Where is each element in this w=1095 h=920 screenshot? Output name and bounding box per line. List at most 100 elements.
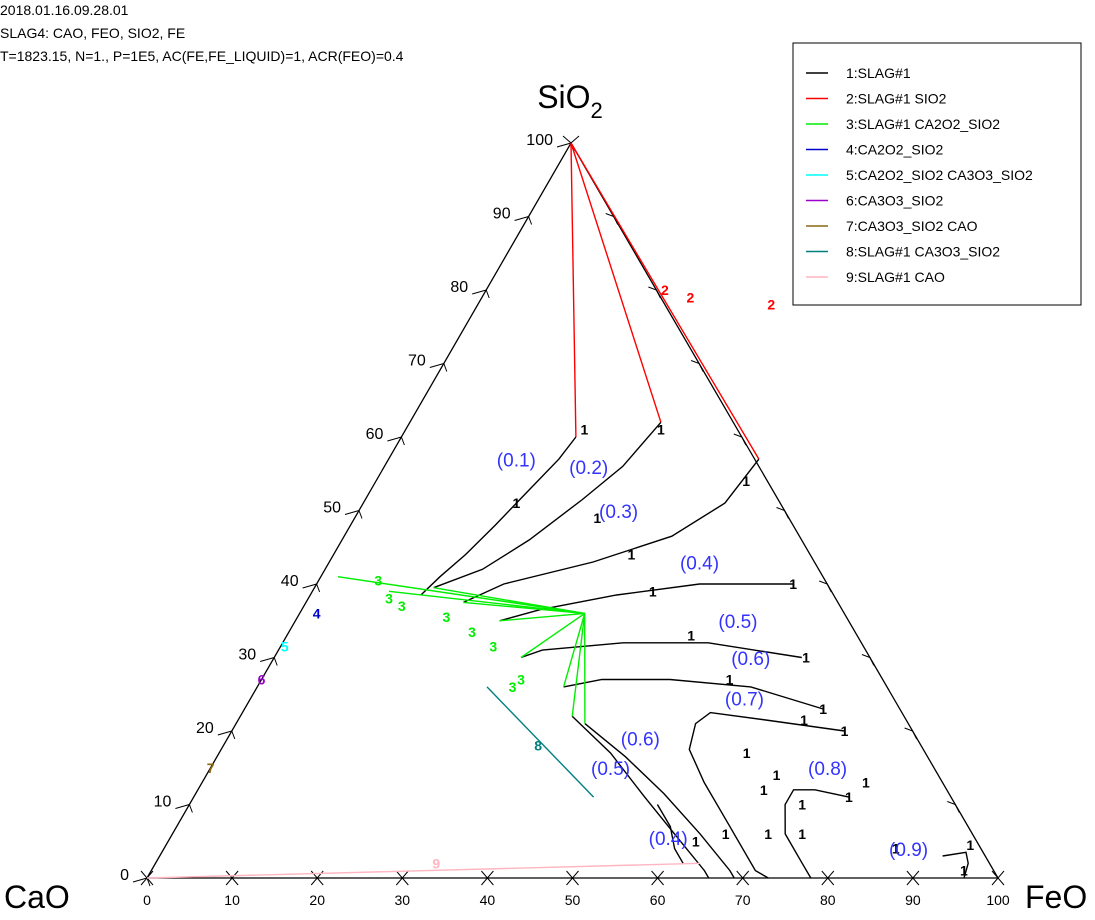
bottom-tick-label: 40: [480, 892, 496, 908]
marker-series-3: 3: [374, 572, 382, 588]
marker-series-1: 1: [743, 745, 751, 761]
marker-series-1: 1: [764, 826, 772, 842]
activity-label: (0.7): [725, 689, 764, 710]
bottom-tick-label: 100: [986, 892, 1010, 908]
left-tick-label: 90: [493, 206, 511, 223]
legend-entry: 5:CA2O2_SIO2 CA3O3_SIO2: [846, 167, 1033, 183]
bottom-tick-mark: [566, 870, 579, 886]
right-tick-mark: [605, 213, 619, 225]
curve-series-3: [571, 613, 586, 717]
marker-series-2: 2: [767, 297, 775, 313]
axis-ticks: 00 10 10 20 20 30 30 40 40 50 50 60 60 70 70 80 80 90 90 10…: [120, 132, 1010, 908]
left-tick-mark: [175, 804, 193, 813]
legend-box: [792, 42, 1082, 306]
curve-series-1: [563, 678, 824, 710]
bottom-tick-mark: [736, 870, 750, 886]
system-header: SLAG4: CAO, FEO, SIO2, FE: [0, 25, 186, 41]
bottom-tick-mark: [395, 870, 409, 886]
marker-series-2: 2: [661, 282, 669, 298]
curve-series-1: [584, 723, 735, 879]
legend-entry: 3:SLAG#1 CA2O2_SIO2: [846, 116, 1000, 132]
marker-series-1: 1: [798, 826, 806, 842]
phase-boundary-curves: [146, 142, 969, 879]
bottom-tick-label: 80: [820, 892, 836, 908]
left-tick-label: 70: [408, 353, 426, 370]
curve-series-1: [433, 421, 662, 589]
legend-entry: 4:CA2O2_SIO2: [846, 142, 943, 158]
bottom-tick-label: 70: [735, 892, 751, 908]
activity-label: (0.3): [599, 502, 638, 523]
corner-label-sio2: SiO2: [537, 79, 603, 123]
curve-series-3: [499, 612, 585, 622]
left-tick-label: 10: [154, 794, 172, 811]
activity-label: (0.4): [680, 553, 719, 574]
left-tick-label: 80: [450, 279, 468, 296]
bottom-tick-mark: [821, 870, 835, 886]
left-tick-label: 20: [196, 720, 214, 737]
marker-series-1: 1: [862, 774, 870, 790]
legend-entry: 9:SLAG#1 CAO: [846, 269, 945, 285]
curve-series-1: [656, 804, 684, 864]
activity-label: (0.1): [497, 450, 536, 471]
left-tick-label: 100: [526, 132, 553, 149]
left-tick-mark: [344, 510, 363, 519]
marker-series-1: 1: [802, 650, 810, 666]
marker-series-1: 1: [722, 826, 730, 842]
marker-series-1: 1: [960, 863, 968, 879]
legend-entry: 6:CA3O3_SIO2: [846, 193, 943, 209]
curve-series-2: [570, 142, 760, 460]
marker-series-1: 1: [773, 767, 781, 783]
bottom-tick-label: 20: [309, 892, 325, 908]
marker-series-3: 3: [385, 591, 393, 607]
marker-series-1: 1: [966, 837, 974, 853]
legend: 1:SLAG#1 2:SLAG#1 SIO2 3:SLAG#1 CA2O2_SIO2…: [792, 42, 1082, 306]
curve-series-1: [784, 789, 850, 879]
marker-series-1: 1: [657, 422, 665, 438]
marker-series-1: 1: [692, 833, 700, 849]
marker-series-4: 4: [313, 605, 321, 621]
marker-series-1: 1: [513, 495, 521, 511]
bottom-tick-label: 90: [905, 892, 921, 908]
left-tick-label: 50: [323, 500, 341, 517]
activity-label: (0.2): [569, 458, 608, 479]
curve-series-1: [942, 851, 969, 879]
curve-series-3: [562, 613, 586, 688]
marker-series-1: 1: [819, 701, 827, 717]
marker-series-3: 3: [489, 638, 497, 654]
curve-series-3: [463, 601, 585, 615]
marker-series-7: 7: [207, 760, 215, 776]
marker-series-2: 2: [687, 289, 695, 305]
bottom-tick-label: 10: [224, 892, 240, 908]
marker-series-1: 1: [760, 782, 768, 798]
left-tick-mark: [217, 730, 236, 740]
activity-label: (0.6): [621, 730, 660, 751]
marker-series-3: 3: [443, 609, 451, 625]
timestamp-header: 2018.01.16.09.28.01: [0, 2, 129, 18]
activity-label: (0.5): [591, 759, 630, 780]
marker-series-1: 1: [798, 797, 806, 813]
bottom-tick-label: 0: [143, 892, 151, 908]
marker-series-1: 1: [841, 723, 849, 739]
curve-series-1: [420, 436, 577, 596]
curve-series-1: [463, 458, 760, 604]
left-tick-mark: [472, 289, 490, 299]
left-tick-label: 40: [281, 573, 299, 590]
marker-series-9: 9: [432, 855, 440, 871]
left-tick-label: 0: [120, 867, 129, 884]
curve-series-1: [688, 711, 845, 879]
activity-label: (0.6): [731, 649, 770, 670]
marker-series-1: 1: [789, 576, 797, 592]
bottom-tick-mark: [225, 870, 239, 886]
marker-series-3: 3: [509, 679, 517, 695]
left-tick-mark: [302, 583, 321, 593]
legend-entry: 1:SLAG#1: [846, 65, 911, 81]
right-tick-mark: [904, 727, 918, 740]
corner-label-cao: CaO: [4, 879, 70, 915]
curve-series-1: [499, 583, 794, 622]
left-tick-mark: [514, 216, 533, 225]
marker-series-1: 1: [892, 841, 900, 857]
bottom-tick-mark: [481, 870, 494, 886]
right-tick-mark: [947, 801, 960, 813]
right-tick-mark: [819, 580, 832, 593]
